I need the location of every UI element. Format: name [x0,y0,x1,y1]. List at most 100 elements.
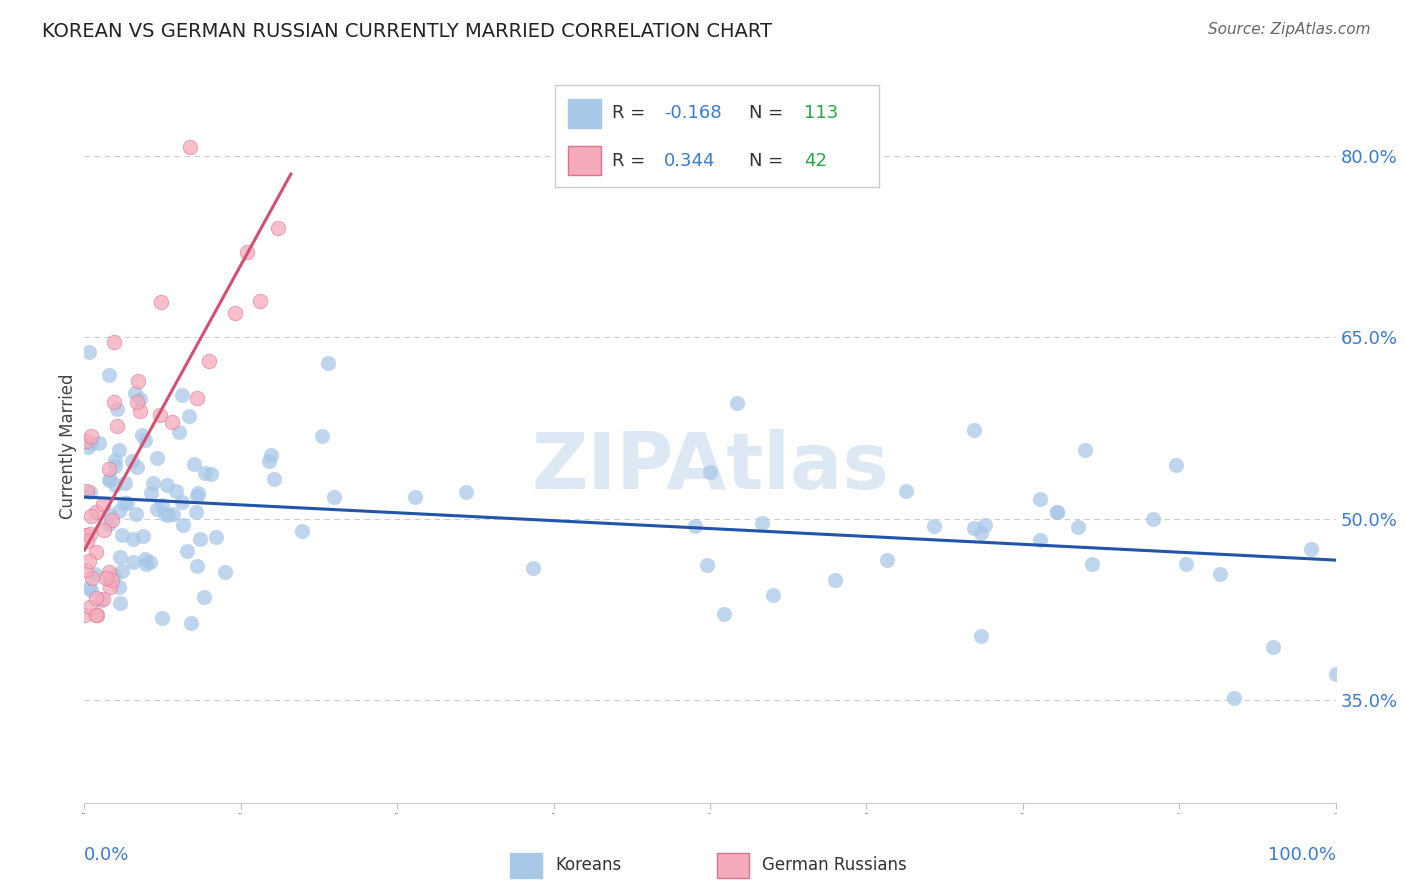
Point [128,392,150,406]
Point [1067,520,1090,534]
Point [90,592,112,607]
Text: ZIPAtlas: ZIPAtlas [531,429,889,506]
Point [79,485,101,500]
Point [98,565,121,579]
Point [79,554,101,568]
Point [194,467,217,481]
Point [111,528,134,542]
Point [127,395,149,409]
Point [1174,557,1197,571]
Point [122,532,145,546]
Point [80,508,103,523]
Point [176,544,198,558]
Point [134,433,156,447]
Point [962,521,984,535]
Point [170,388,193,402]
Point [311,428,333,442]
Point [263,472,285,486]
Bar [510,853,541,878]
Point [404,491,426,505]
Point [150,611,173,625]
Point [165,483,187,498]
Point [186,486,208,500]
Point [824,573,846,587]
Point [267,221,290,235]
Point [111,564,134,578]
Point [751,516,773,530]
Point [75,563,97,577]
Text: German Russians: German Russians [762,856,907,874]
Point [98,572,121,586]
Point [186,559,208,574]
Point [80,572,103,586]
Bar [568,146,600,175]
Point [98,474,121,488]
Point [108,550,131,565]
Text: R =: R = [612,152,651,169]
Point [762,588,785,602]
Point [104,453,127,467]
Point [79,582,101,596]
Point [179,409,201,423]
Point [150,498,173,512]
Point [125,460,148,475]
Point [150,295,173,310]
Point [1046,505,1069,519]
Point [98,461,121,475]
Bar [717,853,748,878]
Point [193,590,215,604]
Point [699,466,721,480]
Point [107,580,129,594]
Point [131,428,153,442]
Point [149,408,172,422]
Point [128,403,150,417]
Point [1209,567,1232,582]
Point [179,139,201,153]
Point [103,568,125,582]
Point [1222,690,1244,705]
Point [188,532,211,546]
Text: KOREAN VS GERMAN RUSSIAN CURRENTLY MARRIED CORRELATION CHART: KOREAN VS GERMAN RUSSIAN CURRENTLY MARRI… [42,22,772,41]
Point [183,457,205,471]
Point [84,608,107,623]
Point [214,565,236,579]
Point [103,334,125,349]
Point [145,502,167,516]
Point [79,600,101,615]
Point [696,558,718,573]
Point [160,415,183,429]
Point [104,459,127,474]
Point [186,391,208,405]
Point [108,504,131,518]
Point [153,507,176,521]
Point [186,489,208,503]
Point [1046,505,1069,519]
Point [1080,557,1102,571]
Point [75,528,97,542]
Point [104,478,127,492]
Point [124,386,146,401]
Point [103,394,125,409]
Point [75,434,97,449]
Point [257,454,280,468]
Point [713,607,735,622]
Point [98,472,121,486]
Point [963,423,986,437]
Point [79,526,101,541]
Point [121,454,143,468]
Point [89,435,111,450]
Point [101,573,124,587]
Point [974,517,997,532]
Point [170,494,193,508]
Point [122,555,145,569]
Point [725,396,748,410]
Point [110,596,132,610]
Point [97,368,120,383]
Point [77,440,100,454]
Point [86,608,108,623]
Point [91,591,114,606]
Point [98,580,121,594]
Point [75,608,97,623]
Point [205,530,228,544]
Point [1166,458,1188,472]
